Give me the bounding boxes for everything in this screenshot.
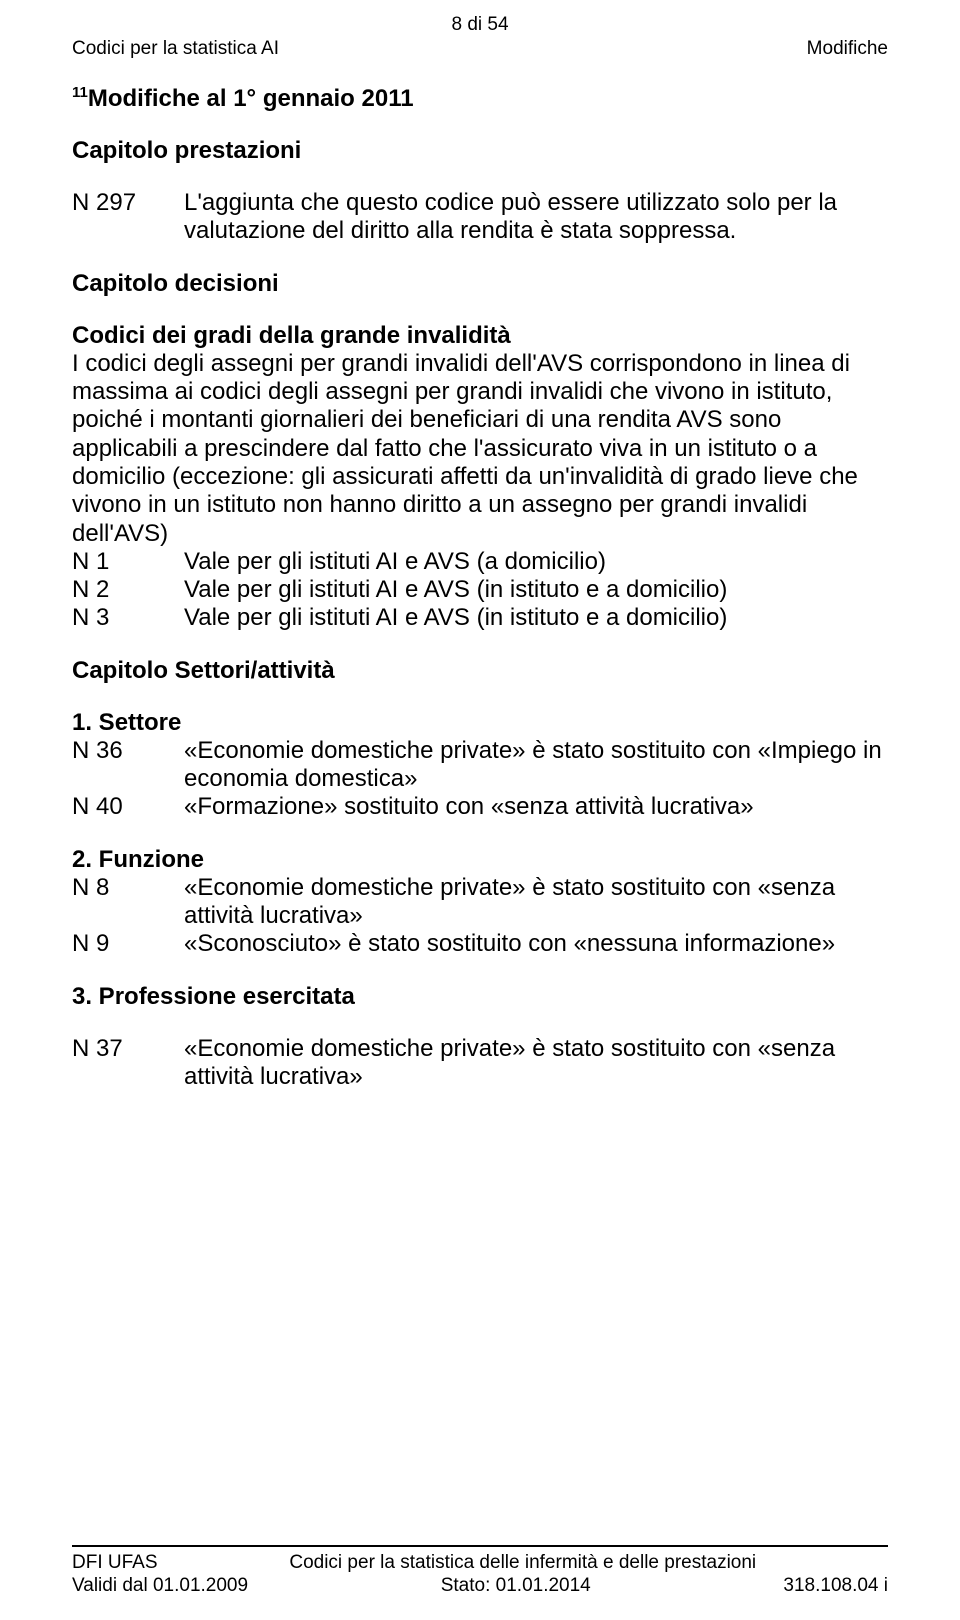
entry-label: N 36 xyxy=(72,737,184,765)
entry-text: «Economie domestiche private» è stato so… xyxy=(184,1035,888,1092)
title-text: Modifiche al 1° gennaio 2011 xyxy=(88,85,414,112)
entry-n37: N 37 «Economie domestiche private» è sta… xyxy=(72,1035,888,1092)
subheading-codici-gradi: Codici dei gradi della grande invalidità xyxy=(72,322,888,350)
footer-row2-center: Stato: 01.01.2014 xyxy=(248,1574,783,1598)
main-title: 11Modifiche al 1° gennaio 2011 xyxy=(72,84,888,113)
entry-label: N 1 xyxy=(72,548,184,576)
heading-decisioni: Capitolo decisioni xyxy=(72,270,888,298)
entry-n3: N 3 Vale per gli istituti AI e AVS (in i… xyxy=(72,604,888,632)
entry-text: «Formazione» sostituito con «senza attiv… xyxy=(184,793,888,821)
entry-text: «Economie domestiche private» è stato so… xyxy=(184,874,888,931)
entry-label: N 40 xyxy=(72,793,184,821)
entry-label: N 3 xyxy=(72,604,184,632)
entry-text: L'aggiunta che questo codice può essere … xyxy=(184,189,888,246)
footer-rule xyxy=(72,1545,888,1547)
entry-n2: N 2 Vale per gli istituti AI e AVS (in i… xyxy=(72,576,888,604)
title-superscript: 11 xyxy=(72,84,88,101)
header-left: Codici per la statistica AI xyxy=(72,38,279,60)
heading-settore-1: 1. Settore xyxy=(72,709,888,737)
entry-text: «Economie domestiche private» è stato so… xyxy=(184,737,888,794)
entry-label: N 297 xyxy=(72,189,184,217)
entry-text: Vale per gli istituti AI e AVS (a domici… xyxy=(184,548,888,576)
heading-professione-3: 3. Professione esercitata xyxy=(72,983,888,1011)
entry-label: N 37 xyxy=(72,1035,184,1063)
entry-label: N 8 xyxy=(72,874,184,902)
heading-funzione-2: 2. Funzione xyxy=(72,846,888,874)
page-header: Codici per la statistica AI Modifiche xyxy=(72,38,888,60)
footer-row2-right: 318.108.04 i xyxy=(783,1574,888,1598)
entry-label: N 2 xyxy=(72,576,184,604)
footer-row2-left: Validi dal 01.01.2009 xyxy=(72,1574,248,1598)
page-indicator: 8 di 54 xyxy=(72,14,888,36)
entry-n40: N 40 «Formazione» sostituito con «senza … xyxy=(72,793,888,821)
heading-settori: Capitolo Settori/attività xyxy=(72,657,888,685)
header-right: Modifiche xyxy=(807,38,888,60)
entry-n8: N 8 «Economie domestiche private» è stat… xyxy=(72,874,888,931)
heading-prestazioni: Capitolo prestazioni xyxy=(72,137,888,165)
entry-text: Vale per gli istituti AI e AVS (in istit… xyxy=(184,576,888,604)
entry-n36: N 36 «Economie domestiche private» è sta… xyxy=(72,737,888,794)
entry-n9: N 9 «Sconosciuto» è stato sostituito con… xyxy=(72,930,888,958)
paragraph-decisioni: I codici degli assegni per grandi invali… xyxy=(72,350,888,548)
page-footer: DFI UFAS Codici per la statistica delle … xyxy=(72,1545,888,1599)
entry-label: N 9 xyxy=(72,930,184,958)
entry-text: «Sconosciuto» è stato sostituito con «ne… xyxy=(184,930,888,958)
entry-n1: N 1 Vale per gli istituti AI e AVS (a do… xyxy=(72,548,888,576)
footer-row1-left: DFI UFAS xyxy=(72,1551,158,1575)
footer-row1-center: Codici per la statistica delle infermità… xyxy=(158,1551,888,1575)
entry-n297: N 297 L'aggiunta che questo codice può e… xyxy=(72,189,888,246)
entry-text: Vale per gli istituti AI e AVS (in istit… xyxy=(184,604,888,632)
